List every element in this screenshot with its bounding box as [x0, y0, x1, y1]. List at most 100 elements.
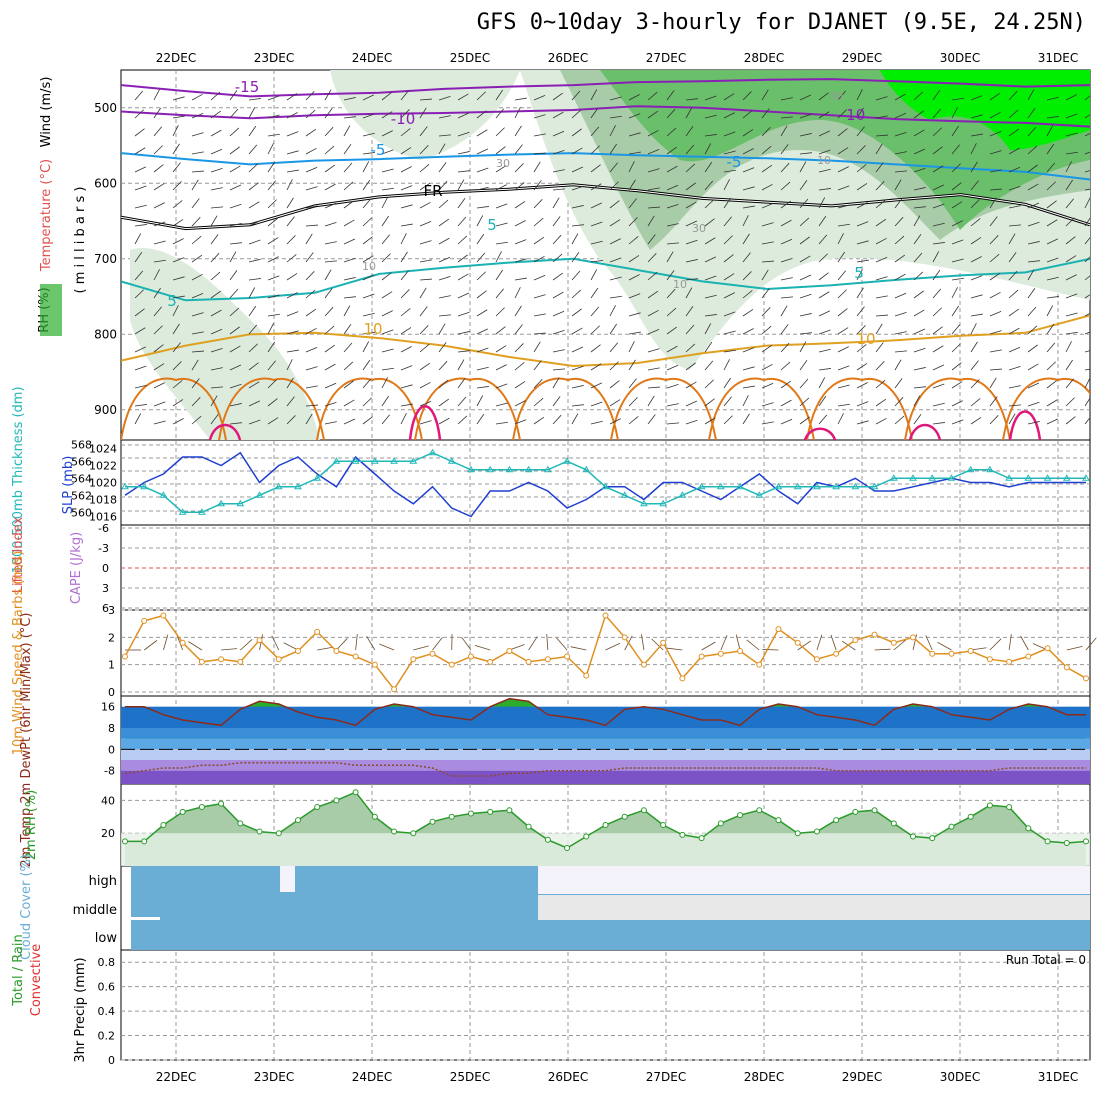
wind-barb: [1046, 276, 1059, 281]
wind-barb: [590, 269, 598, 281]
wind-barb: [742, 91, 752, 101]
wind-barb: [153, 269, 160, 281]
wind-barb: [761, 183, 773, 191]
wind-barb: [1084, 237, 1090, 245]
wind10-barb: [461, 636, 472, 651]
wind-barb: [799, 313, 812, 317]
wind-barb: [780, 296, 793, 299]
wind-barb: [457, 378, 466, 389]
wind-barb: [362, 198, 372, 209]
rh2m-point: [371, 813, 378, 820]
date-label-top: 27DEC: [646, 51, 686, 65]
rh2m-point: [525, 823, 532, 830]
contour-label: -5: [371, 141, 386, 159]
wind-barb: [552, 130, 565, 137]
wind-barb: [248, 98, 261, 101]
wind-barb: [647, 215, 655, 227]
wind-barb: [191, 113, 204, 119]
wind-barb: [476, 328, 489, 335]
wind-barb: [647, 253, 657, 263]
rh2m-point: [756, 807, 763, 814]
wind-barb: [438, 134, 451, 137]
wind-barb: [172, 276, 185, 281]
wind-barb: [704, 341, 713, 353]
slp-tick: 1016: [89, 511, 117, 524]
temp-band: [121, 738, 1090, 750]
rh2m-point: [487, 808, 494, 815]
wind-barb: [210, 110, 222, 119]
wind10-point: [333, 648, 340, 654]
wind-barb: [495, 108, 504, 119]
rh2m-point: [602, 822, 609, 828]
thickness-point: [543, 465, 552, 473]
temperature-contour-15: [512, 377, 619, 440]
contour-label: 5: [854, 264, 864, 282]
wind10-barb: [735, 634, 741, 651]
wind-barb: [495, 421, 508, 425]
wind-barb: [989, 377, 997, 389]
wind-barb: [305, 91, 315, 101]
wind-barb: [989, 368, 1002, 371]
thickness-point: [505, 465, 514, 473]
wind-barb: [400, 413, 407, 425]
wind-barb: [419, 221, 432, 227]
wind-barb: [742, 413, 750, 425]
wind-barb: [647, 149, 660, 155]
wind-barb: [913, 414, 922, 425]
wind-barb: [856, 164, 867, 173]
wind-barb: [172, 162, 181, 173]
wind-barb: [913, 347, 926, 353]
rh2m-point: [237, 820, 244, 827]
wind-barb: [248, 182, 259, 191]
pressure-tick: 800: [94, 327, 117, 341]
wind-barb: [381, 215, 389, 227]
li-tick: 6: [102, 602, 109, 615]
wind-barb: [400, 384, 413, 389]
wind-barb: [438, 379, 449, 389]
wind-barb: [229, 251, 237, 263]
wind-barb: [495, 127, 505, 137]
wind-barb: [552, 92, 564, 101]
wind-barb: [419, 343, 430, 353]
wind10-barb: [1020, 635, 1029, 651]
wind-barb: [229, 146, 240, 155]
wind-barb: [609, 276, 622, 281]
rh2m-point: [314, 803, 321, 810]
wind-barb: [1027, 306, 1037, 317]
wind-barb: [837, 204, 850, 209]
wind-barb: [362, 274, 375, 281]
wind-barb: [590, 89, 598, 101]
wind10-barb: [797, 640, 812, 651]
wind-barb: [419, 145, 429, 155]
wind-barb: [894, 151, 907, 155]
wind-barb: [134, 251, 143, 263]
wind-barb: [305, 128, 317, 137]
wind-barb: [134, 365, 147, 371]
date-label-top: 22DEC: [156, 51, 196, 65]
wind-barb: [875, 162, 884, 173]
wind10-point: [237, 658, 244, 665]
wind-barb: [476, 386, 489, 389]
thickness-point: [197, 508, 206, 515]
wind-barb: [533, 199, 543, 209]
wind-barb: [609, 238, 621, 245]
thickness-point: [793, 482, 802, 490]
wind-barb: [1084, 197, 1090, 209]
wind-barb: [970, 133, 983, 137]
wind-barb: [818, 368, 831, 371]
wind-barb: [552, 291, 564, 299]
wind-barb: [761, 260, 774, 263]
temperature-contour-15: [708, 377, 815, 440]
wind-barb: [856, 401, 869, 407]
wind-barb: [533, 332, 546, 335]
thickness-point: [390, 457, 398, 464]
wind-barb: [343, 116, 356, 119]
wind-barb: [590, 240, 603, 245]
wind-barb: [381, 310, 393, 317]
precip-tick: 0.2: [98, 1030, 116, 1043]
thickness-point: [351, 457, 360, 464]
wind-barb: [723, 396, 732, 407]
rh2m-point: [391, 828, 398, 835]
wind10-barb: [701, 641, 716, 651]
wind-barb: [381, 92, 392, 101]
